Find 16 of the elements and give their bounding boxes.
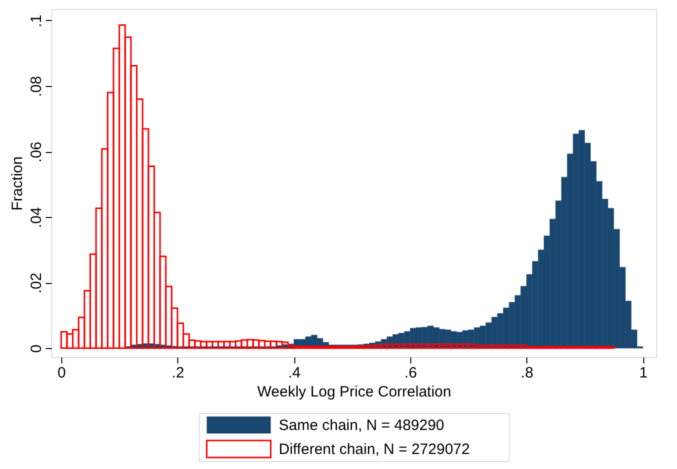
y-tick-label: .1 (28, 14, 45, 28)
y-tick-label: .08 (28, 76, 45, 97)
x-tick-label: .4 (288, 364, 301, 382)
x-axis-title: Weekly Log Price Correlation (257, 384, 452, 400)
y-tick-label: .02 (28, 272, 45, 294)
y-tick-label: .06 (28, 142, 45, 162)
legend-label: Same chain, N = 489290 (278, 417, 444, 434)
x-tick-label: 0 (57, 364, 66, 382)
y-tick-label: 0 (28, 344, 45, 353)
y-axis-title: Fraction (8, 156, 26, 211)
x-tick-label: 1 (639, 364, 648, 382)
x-tick-label: .8 (520, 364, 534, 382)
legend-label: Different chain, N = 2729072 (278, 441, 470, 458)
x-tick-label: .6 (404, 364, 417, 382)
y-tick-label: .04 (28, 207, 45, 228)
x-tick-label: .2 (172, 364, 184, 382)
